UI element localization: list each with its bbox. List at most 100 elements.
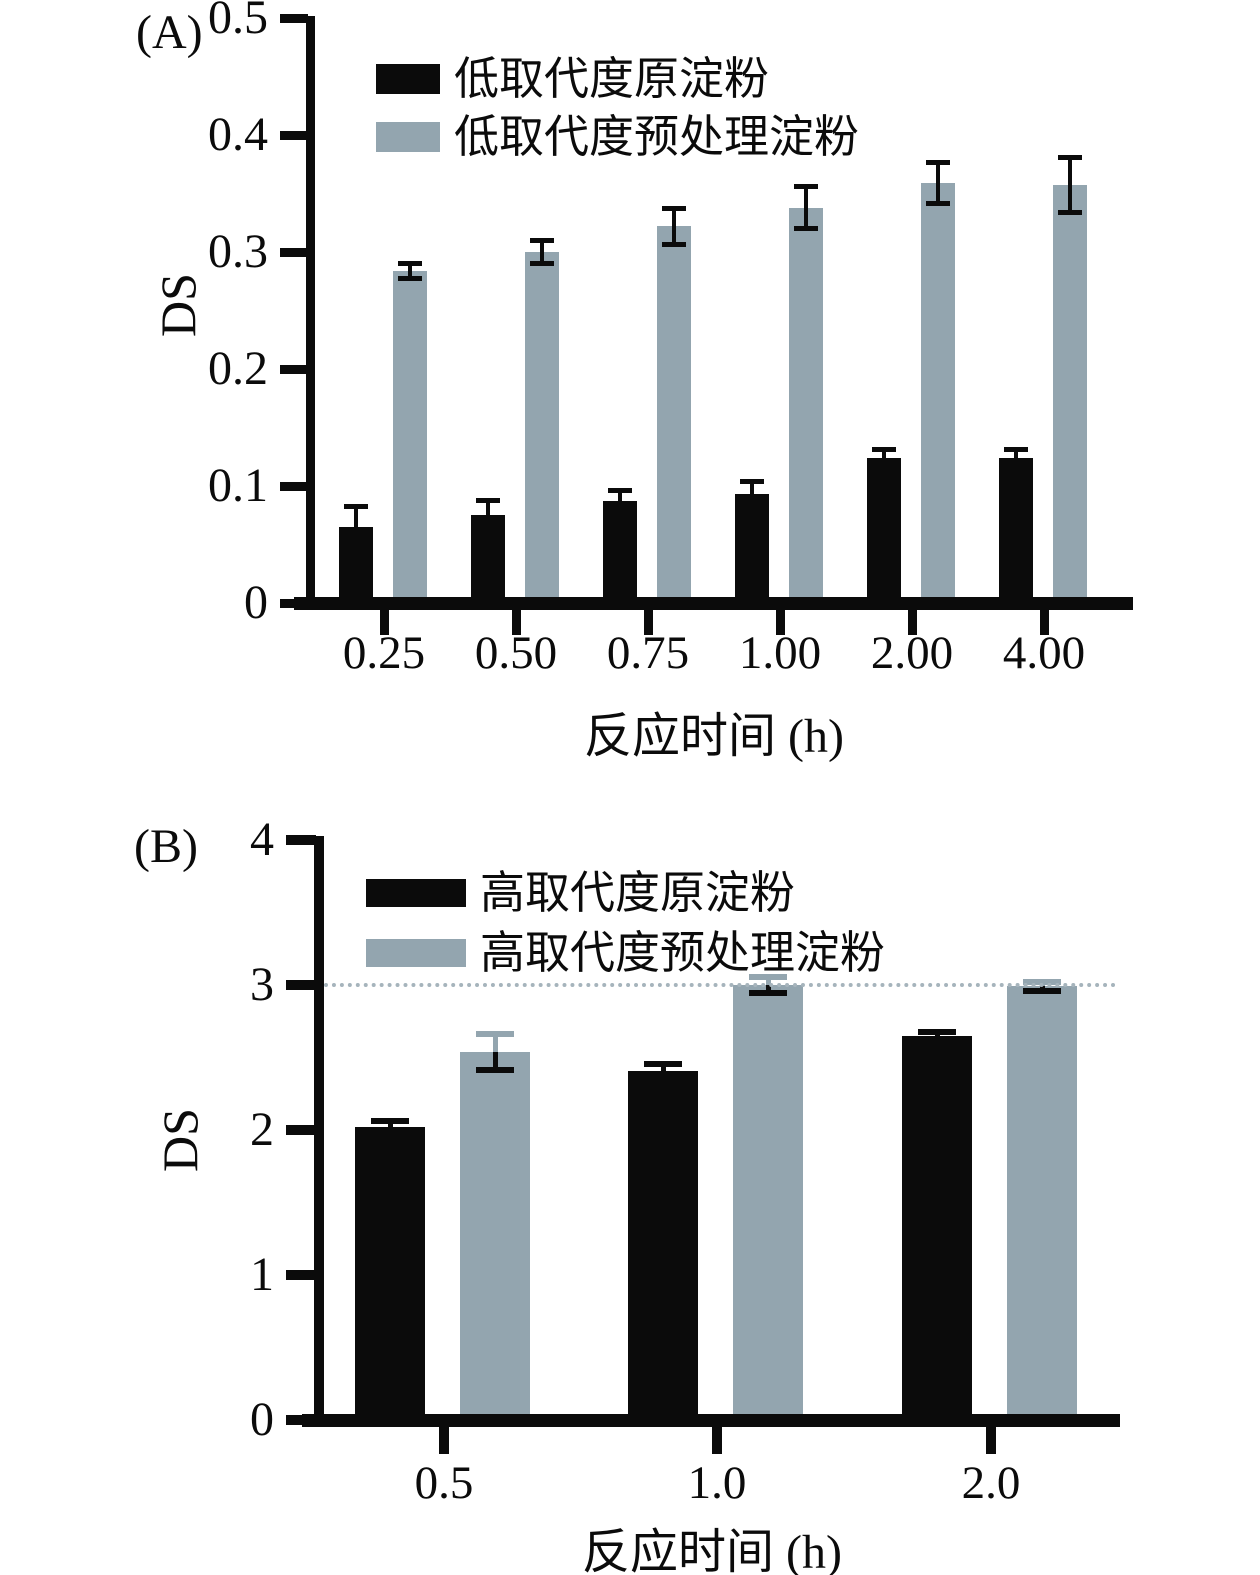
error-bar-cap-top xyxy=(398,261,422,266)
error-bar-cap-bottom xyxy=(1058,210,1082,215)
legend-label: 低取代度原淀粉 xyxy=(454,54,770,104)
y-tick-label: 3 xyxy=(250,958,274,1011)
bar xyxy=(525,252,559,607)
error-bar-cap-top xyxy=(371,1118,409,1124)
error-bar-whisker xyxy=(486,500,490,530)
y-tick-label: 1 xyxy=(250,1248,274,1301)
legend-label: 高取代度预处理淀粉 xyxy=(480,928,886,978)
error-bar-cap-top xyxy=(918,1029,956,1035)
error-bar-cap-bottom xyxy=(644,1074,682,1080)
error-bar-cap-top xyxy=(1023,979,1061,985)
y-tick-label: 0 xyxy=(244,576,268,629)
y-tick-label: 0 xyxy=(250,1393,274,1446)
panel-a-legend-item-native: 低取代度原淀粉 xyxy=(376,54,770,104)
y-tick-label: 0.3 xyxy=(208,225,268,278)
error-bar-cap-top xyxy=(608,488,632,493)
x-tick-label: 0.25 xyxy=(342,627,426,679)
error-bar-whisker xyxy=(618,490,622,513)
x-tick xyxy=(712,1426,722,1454)
y-tick xyxy=(286,1415,316,1425)
x-tick-label: 1.00 xyxy=(738,627,822,679)
y-tick xyxy=(280,481,308,491)
bar xyxy=(1053,185,1087,607)
y-tick-label: 2 xyxy=(250,1103,274,1156)
x-axis-line xyxy=(294,597,1133,610)
bar xyxy=(902,1036,972,1424)
x-tick xyxy=(1039,609,1049,635)
panel-a-x-axis-title: 反应时间 (h) xyxy=(584,710,844,763)
y-tick-label: 0.5 xyxy=(208,0,268,44)
x-tick xyxy=(775,609,785,635)
bar xyxy=(735,494,769,607)
error-bar-cap-top xyxy=(1058,155,1082,160)
y-tick xyxy=(280,130,308,140)
error-bar-cap-top xyxy=(476,498,500,503)
error-bar-whisker xyxy=(1068,157,1072,213)
error-bar-cap-bottom xyxy=(926,201,950,206)
panel-b-legend-item-pretreated: 高取代度预处理淀粉 xyxy=(366,928,886,978)
x-tick xyxy=(439,1426,449,1454)
legend-swatch-gray xyxy=(366,939,466,967)
y-tick xyxy=(280,598,308,608)
error-bar-cap-bottom xyxy=(1004,464,1028,469)
y-axis-line xyxy=(306,16,315,610)
error-bar-cap-bottom xyxy=(740,504,764,509)
error-bar-whisker xyxy=(750,481,754,507)
panel-b-x-axis-title: 反应时间 (h) xyxy=(582,1526,842,1575)
error-bar-whisker xyxy=(540,240,544,264)
x-tick-label: 2.0 xyxy=(961,1457,1021,1509)
error-bar-cap-bottom xyxy=(794,226,818,231)
y-tick xyxy=(280,247,308,257)
y-tick xyxy=(280,364,308,374)
bar xyxy=(460,1052,530,1424)
y-tick-label: 0.4 xyxy=(208,108,268,161)
error-bar-cap-top xyxy=(662,206,686,211)
error-bar-whisker xyxy=(936,162,940,204)
error-bar-cap-bottom xyxy=(749,990,787,996)
error-bar-cap-top xyxy=(530,238,554,243)
panel-a-y-axis-title: DS xyxy=(150,273,206,337)
error-bar-whisker xyxy=(492,1033,498,1052)
error-bar-whisker xyxy=(804,186,808,229)
x-tick-label: 0.50 xyxy=(474,627,558,679)
bar xyxy=(603,501,637,607)
error-bar-cap-bottom xyxy=(918,1037,956,1043)
x-tick-label: 2.00 xyxy=(870,627,954,679)
error-bar-whisker xyxy=(672,208,676,245)
x-tick-label: 0.5 xyxy=(414,1457,474,1509)
error-bar-cap-top xyxy=(794,184,818,189)
legend-swatch-black xyxy=(366,879,466,907)
error-bar-cap-bottom xyxy=(662,242,686,247)
legend-label: 高取代度原淀粉 xyxy=(480,868,796,918)
x-tick-label: 1.0 xyxy=(687,1457,747,1509)
bar xyxy=(628,1071,698,1424)
bar xyxy=(867,458,901,607)
error-bar-whisker xyxy=(934,1031,940,1041)
error-bar-cap-bottom xyxy=(371,1130,409,1136)
x-tick xyxy=(643,609,653,635)
error-bar-cap-bottom xyxy=(1023,988,1061,994)
error-bar-whisker xyxy=(354,506,358,548)
y-tick-label: 4 xyxy=(250,813,274,866)
x-tick-label: 0.75 xyxy=(606,627,690,679)
panel-b-letter: (B) xyxy=(134,820,198,873)
y-tick xyxy=(280,13,308,23)
y-axis-line xyxy=(314,836,324,1427)
y-tick-label: 0.1 xyxy=(208,459,268,512)
error-bar-cap-top xyxy=(1004,447,1028,452)
error-bar-whisker xyxy=(492,1052,498,1071)
x-tick xyxy=(511,609,521,635)
x-tick xyxy=(986,1426,996,1454)
error-bar-cap-bottom xyxy=(530,261,554,266)
panel-b-legend-item-native: 高取代度原淀粉 xyxy=(366,868,796,918)
error-bar-cap-top xyxy=(872,447,896,452)
bar xyxy=(393,271,427,607)
bar xyxy=(657,226,691,607)
y-tick-label: 0.2 xyxy=(208,342,268,395)
error-bar-cap-bottom xyxy=(398,276,422,281)
bar xyxy=(999,458,1033,607)
x-tick xyxy=(907,609,917,635)
legend-label: 低取代度预处理淀粉 xyxy=(454,112,860,162)
legend-swatch-gray xyxy=(376,122,440,152)
